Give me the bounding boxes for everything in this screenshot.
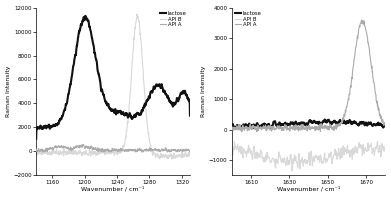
Legend: lactose, API B, API A: lactose, API B, API A (234, 10, 262, 28)
Y-axis label: Raman Intensity: Raman Intensity (201, 66, 206, 117)
Legend: lactose, API B, API A: lactose, API B, API A (160, 10, 187, 28)
Y-axis label: Raman Intensity: Raman Intensity (5, 66, 11, 117)
X-axis label: Wavenumber / cm⁻¹: Wavenumber / cm⁻¹ (81, 186, 145, 191)
X-axis label: Wavenumber / cm⁻¹: Wavenumber / cm⁻¹ (277, 186, 340, 191)
